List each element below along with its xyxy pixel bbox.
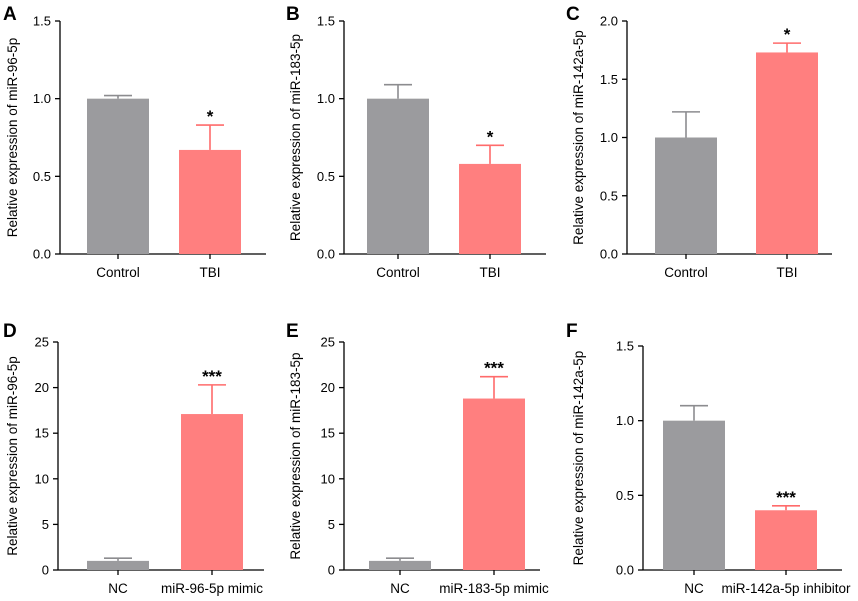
bar-tbi xyxy=(459,163,521,254)
y-tick-label: 0.5 xyxy=(33,169,51,184)
y-tick-label: 0 xyxy=(328,563,335,578)
x-tick-label: TBI xyxy=(776,265,797,280)
y-tick-label: 25 xyxy=(321,335,335,350)
bar-tbi xyxy=(756,52,818,254)
y-tick-label: 0.0 xyxy=(317,247,335,262)
x-tick-label: miR-142a-5p inhibitor xyxy=(721,581,851,596)
x-tick-label: NC xyxy=(684,581,704,596)
y-axis-label: Relative expression of miR-183-5p xyxy=(288,352,303,559)
y-tick-label: 0.5 xyxy=(600,188,618,203)
panel-d: D Relative expression of miR-96-5p 0 5 10 15 2… xyxy=(3,321,264,596)
y-axis-label: Relative expression of miR-96-5p xyxy=(5,38,20,238)
y-tick-label: 5 xyxy=(328,517,335,532)
significance-marker: *** xyxy=(202,367,222,386)
bar-control xyxy=(655,137,717,254)
x-tick-label: Control xyxy=(96,265,140,280)
significance-marker: * xyxy=(784,25,791,44)
x-tick-label: miR-96-5p mimic xyxy=(161,581,263,596)
x-tick-label: miR-183-5p mimic xyxy=(439,581,549,596)
bar-mir-96-5p-mimic xyxy=(181,414,243,570)
panel-label: B xyxy=(286,4,300,25)
y-axis-label: Relative expression of miR-183-5p xyxy=(288,34,303,241)
significance-marker: *** xyxy=(484,359,504,378)
panel-e: E Relative expression of miR-183-5p 0 5 10 15… xyxy=(286,321,549,596)
bar-control xyxy=(87,98,149,255)
panel-c: C Relative expression of miR-142a-5p 0.0 0.… xyxy=(566,4,832,280)
panel-label: F xyxy=(566,321,578,342)
y-tick-label: 5 xyxy=(42,517,49,532)
x-tick-label: Control xyxy=(664,265,708,280)
y-tick-label: 1.5 xyxy=(616,339,634,354)
y-tick-label: 1.5 xyxy=(317,14,335,29)
y-tick-label: 20 xyxy=(35,380,49,395)
x-tick-label: TBI xyxy=(479,265,500,280)
x-tick-label: NC xyxy=(108,581,128,596)
significance-marker: *** xyxy=(776,488,796,507)
y-tick-label: 1.5 xyxy=(600,72,618,87)
y-axis-label: Relative expression of miR-96-5p xyxy=(5,356,20,556)
bar-tbi xyxy=(179,149,241,254)
y-tick-label: 0.0 xyxy=(600,247,618,262)
bar-control xyxy=(367,98,429,255)
y-tick-label: 1.0 xyxy=(317,91,335,106)
panel-label: E xyxy=(286,321,299,342)
y-tick-label: 20 xyxy=(321,380,335,395)
y-tick-label: 0 xyxy=(42,563,49,578)
panel-b: B Relative expression of miR-183-5p 0.0 0.5… xyxy=(286,4,546,280)
panel-label: A xyxy=(3,4,17,25)
significance-marker: * xyxy=(207,107,214,126)
y-tick-label: 1.5 xyxy=(33,14,51,29)
y-tick-label: 0.5 xyxy=(616,488,634,503)
y-tick-label: 0.0 xyxy=(616,563,634,578)
y-tick-label: 25 xyxy=(35,335,49,350)
bar-mir-183-5p-mimic xyxy=(463,398,525,570)
bar-nc xyxy=(87,560,149,570)
y-tick-label: 1.0 xyxy=(600,130,618,145)
y-tick-label: 1.0 xyxy=(616,413,634,428)
x-tick-label: TBI xyxy=(199,265,220,280)
significance-marker: * xyxy=(487,127,494,146)
bar-nc xyxy=(369,560,431,570)
y-tick-label: 0.0 xyxy=(33,247,51,262)
panel-label: C xyxy=(566,4,580,25)
y-tick-label: 10 xyxy=(321,471,335,486)
x-tick-label: NC xyxy=(390,581,410,596)
panel-a: A Relative expression of miR-96-5p 0.0 0.5 1… xyxy=(3,4,266,280)
bar-mir-142a-5p-inhibitor xyxy=(755,510,817,570)
y-tick-label: 2.0 xyxy=(600,14,618,29)
x-tick-label: Control xyxy=(376,265,420,280)
y-tick-label: 1.0 xyxy=(33,91,51,106)
y-tick-label: 0.5 xyxy=(317,169,335,184)
y-tick-label: 15 xyxy=(35,426,49,441)
bar-nc xyxy=(663,420,725,570)
y-tick-label: 10 xyxy=(35,471,49,486)
y-axis-label: Relative expression of miR-142a-5p xyxy=(571,30,586,245)
y-axis-label: Relative expression of miR-142a-5p xyxy=(571,351,586,566)
y-tick-label: 15 xyxy=(321,426,335,441)
panel-f: F Relative expression of miR-142a-5p 0.0 0.… xyxy=(566,321,851,596)
panel-label: D xyxy=(3,321,17,342)
